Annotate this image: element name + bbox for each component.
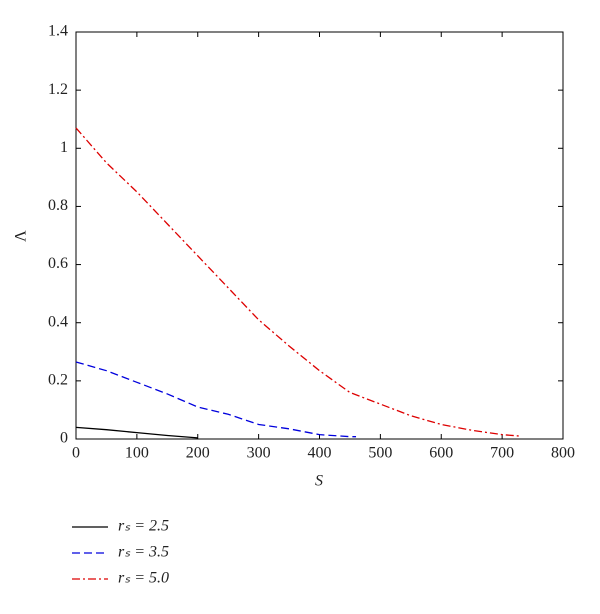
y-tick-label: 0.2	[48, 372, 68, 389]
y-tick-label: 0.8	[48, 197, 68, 214]
legend-label: rₛ = 2.5	[118, 518, 169, 535]
series-line	[75, 361, 357, 438]
x-tick-label: 0	[72, 445, 80, 462]
y-tick-label: 1.4	[48, 23, 68, 40]
y-tick-label: 0	[60, 430, 68, 447]
series-line	[75, 426, 198, 439]
series-line	[75, 127, 521, 437]
y-tick-label: 1.2	[48, 81, 68, 98]
x-tick-label: 100	[125, 445, 149, 462]
x-tick-label: 200	[186, 445, 210, 462]
y-axis-label: Λ	[13, 230, 30, 242]
x-tick-label: 300	[247, 445, 271, 462]
y-tick-label: 1	[60, 139, 68, 156]
x-tick-label: 600	[429, 445, 453, 462]
y-tick-label: 0.4	[48, 313, 68, 330]
legend-label: rₛ = 5.0	[118, 570, 169, 587]
x-tick-label: 400	[308, 445, 332, 462]
x-tick-label: 700	[490, 445, 514, 462]
y-tick-label: 0.6	[48, 255, 68, 272]
legend-label: rₛ = 3.5	[118, 544, 169, 561]
plot-frame	[75, 31, 564, 440]
x-tick-label: 500	[368, 445, 392, 462]
x-axis-label: S	[315, 473, 323, 490]
x-tick-label: 800	[551, 445, 575, 462]
